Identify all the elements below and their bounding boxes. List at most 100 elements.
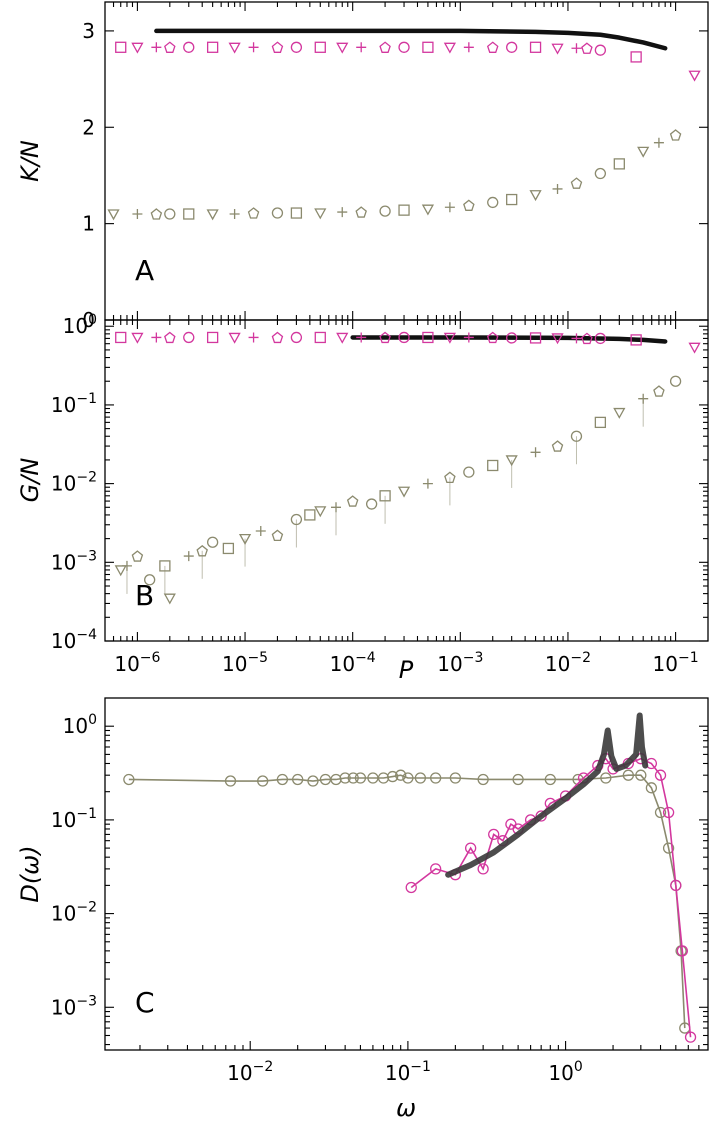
gray-point — [365, 498, 378, 510]
gray-point — [224, 775, 237, 787]
gray-point — [395, 769, 407, 781]
x-tick-label: 10−1 — [385, 1059, 431, 1085]
panel-a-frame — [104, 1, 709, 321]
gray-point — [463, 199, 475, 211]
y-tick-label: 100 — [63, 312, 97, 338]
gray-point — [570, 430, 583, 442]
gray-point — [662, 842, 675, 854]
magenta-point — [271, 331, 284, 344]
x-tick-label: 10−2 — [545, 650, 591, 676]
gray-point — [314, 208, 327, 220]
gray-point — [121, 560, 132, 571]
magenta-point — [131, 42, 144, 54]
magenta-point — [430, 863, 442, 875]
x-tick-label: 10−1 — [653, 650, 699, 676]
gray-point — [379, 490, 391, 502]
y-tick-label: 10−1 — [51, 391, 97, 417]
magenta-point — [379, 331, 391, 344]
gray-point — [290, 207, 303, 219]
gray-point — [271, 529, 284, 542]
magenta-point — [676, 945, 688, 957]
gray-point — [379, 205, 391, 217]
panel-c: 10−2 10−1 100 10−3 10−2 10−1 100 C D(ω) ω — [16, 697, 709, 1122]
magenta-point — [581, 42, 593, 54]
magenta-point — [290, 41, 303, 53]
gray-point — [398, 204, 410, 216]
gray-point — [414, 772, 427, 784]
gray-point — [512, 773, 524, 786]
y-tick-label: 1 — [82, 212, 95, 236]
gray-point — [444, 202, 455, 213]
gray-point — [506, 193, 518, 206]
gray-point — [669, 375, 682, 387]
gray-point — [163, 593, 176, 605]
gray-point — [355, 206, 367, 218]
gray-point — [653, 137, 664, 148]
magenta-point — [654, 769, 667, 781]
magenta-point — [670, 879, 682, 892]
gray-point — [594, 167, 607, 180]
gray-point — [600, 772, 612, 784]
gray-point — [206, 536, 219, 548]
x-tick-label: 10−5 — [222, 650, 268, 676]
y-tick-label: 100 — [63, 712, 97, 738]
gray-point — [402, 772, 414, 784]
gray-point — [183, 208, 195, 220]
magenta-point — [506, 332, 518, 344]
gray-point — [164, 208, 176, 220]
gray-point — [487, 196, 499, 209]
magenta-point — [571, 333, 582, 344]
y-tick-label: 10−2 — [51, 900, 97, 926]
gray-point — [222, 542, 235, 555]
panel-b-ylabel: G/N — [16, 458, 44, 503]
panel-c-ylabel: D(ω) — [16, 845, 44, 902]
gray-point — [346, 495, 359, 507]
magenta-point — [688, 342, 701, 354]
gray-point — [255, 525, 266, 536]
gray-point — [238, 533, 252, 545]
magenta-point — [488, 828, 500, 841]
magenta-point — [206, 331, 219, 344]
gray-point — [132, 209, 143, 219]
panel-c-xlabel: ω — [396, 1094, 416, 1122]
gray-point — [487, 459, 499, 472]
gray-point — [247, 207, 260, 219]
gray-point — [637, 146, 650, 158]
magenta-point — [290, 331, 303, 344]
gray-point — [314, 506, 327, 518]
gray-point — [638, 393, 649, 404]
gray-point — [552, 183, 563, 194]
magenta-point — [551, 43, 564, 55]
gray-point — [304, 509, 316, 521]
gray-point — [159, 560, 171, 572]
gray-point — [292, 773, 304, 786]
y-tick-label: 10−3 — [51, 993, 97, 1019]
magenta-point — [405, 881, 417, 894]
magenta-point — [379, 41, 391, 53]
gray-point — [386, 770, 399, 783]
magenta-point — [630, 334, 642, 346]
x-tick-label: 10−4 — [330, 650, 376, 676]
gray-point — [347, 772, 359, 784]
magenta-point — [422, 331, 434, 344]
magenta-point — [336, 332, 349, 344]
panel-c-letter: C — [135, 986, 155, 1019]
x-tick-label: 100 — [548, 1059, 582, 1085]
y-tick-label: 10−1 — [51, 806, 97, 832]
gray-point — [271, 207, 284, 219]
gray-point — [430, 772, 442, 784]
panel-a-ylabel: K/N — [16, 140, 44, 182]
gray-point — [131, 550, 144, 562]
magenta-point — [356, 42, 367, 53]
magenta-point — [314, 41, 326, 53]
gray-point — [276, 773, 289, 786]
magenta-point — [630, 51, 642, 63]
magenta-point — [271, 41, 284, 53]
magenta-point — [443, 42, 456, 54]
gray-point — [551, 440, 564, 452]
gray-point — [337, 207, 348, 218]
panel-a-letter: A — [135, 254, 154, 287]
magenta-point — [486, 331, 499, 344]
panel-b-xlabel: P — [399, 656, 414, 684]
